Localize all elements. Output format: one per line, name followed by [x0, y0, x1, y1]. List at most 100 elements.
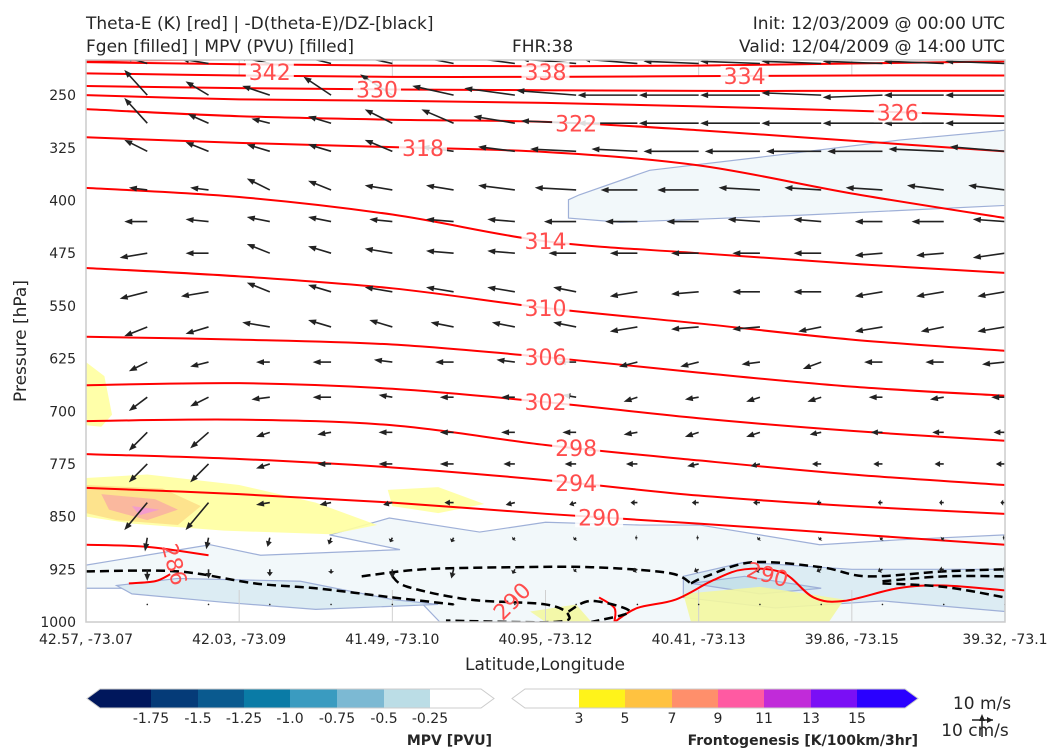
wind-vector — [185, 502, 210, 531]
init-time: Init: 12/03/2009 @ 00:00 UTC — [752, 14, 1005, 34]
wind-vector-head — [916, 292, 925, 299]
mpv-colorbar-outline — [86, 688, 495, 709]
wind-vector — [609, 250, 638, 257]
wind-vector-head — [128, 403, 138, 411]
wind-vector — [470, 60, 515, 65]
y-tick-label: 250 — [49, 88, 76, 104]
wind-vector-head — [822, 120, 831, 127]
wind-vector-head — [623, 396, 633, 403]
wind-vector-shaft — [859, 252, 883, 256]
wind-vector-head — [439, 460, 448, 467]
wind-vector — [761, 60, 822, 65]
wind-vector-head — [995, 460, 1002, 467]
wind-vector-head — [124, 330, 133, 337]
contour-label-background — [521, 392, 570, 413]
y-tick-label: 850 — [49, 510, 76, 526]
wind-vector-shaft — [954, 146, 1005, 153]
wind-vector — [877, 499, 883, 506]
wind-vector-shaft — [312, 116, 332, 124]
wind-vector-dot — [820, 603, 822, 606]
theta-e-contour-label: 318 — [402, 137, 444, 162]
wind-vector-shaft — [131, 463, 148, 480]
wind-vector — [696, 534, 699, 541]
contour-label-background — [575, 507, 624, 528]
wind-vector-shaft — [246, 322, 270, 328]
wind-vector-shaft — [920, 252, 944, 256]
mpv-colorbar-segment — [384, 689, 430, 708]
wind-vector — [968, 183, 1005, 191]
theta-e-contour — [86, 84, 1005, 92]
wind-vector-head — [389, 572, 396, 579]
wind-vector-head — [503, 460, 511, 467]
x-tick-label: 42.57, -73.07 — [39, 632, 133, 648]
mpv-colorbar-segment — [198, 689, 244, 708]
wind-vector-head — [185, 81, 194, 89]
wind-vector — [553, 285, 577, 293]
wind-vector — [635, 534, 638, 541]
wind-vector-shaft — [368, 110, 393, 124]
wind-vector-shaft — [596, 148, 638, 153]
wind-vector — [977, 326, 1005, 334]
wind-vector-head — [180, 292, 190, 299]
wind-vector-head — [945, 92, 954, 99]
wind-vector-head — [246, 178, 256, 185]
wind-vector-head — [929, 395, 939, 402]
wind-vector-head — [766, 148, 774, 155]
wind-vector — [916, 291, 944, 299]
wind-vector-head — [666, 218, 675, 225]
wind-vector — [190, 185, 209, 192]
plot-frame — [85, 59, 1006, 623]
wind-vector — [317, 430, 332, 437]
wind-vector-head — [204, 541, 211, 550]
wind-vector-shaft — [911, 185, 944, 191]
wind-vector — [949, 144, 1005, 153]
theta-e-contour-label: 290 — [578, 506, 620, 531]
wind-vector-head — [534, 185, 543, 192]
wind-vector-dot — [697, 603, 700, 606]
wind-vector — [491, 320, 516, 328]
wind-vector-head — [128, 442, 137, 451]
wind-vector-head — [187, 114, 197, 121]
wind-vector-head — [185, 250, 194, 257]
wind-vector-shaft — [430, 287, 454, 293]
fgen-colorbar-tick: 9 — [714, 711, 723, 727]
wind-vector-head — [816, 499, 820, 506]
wind-vector — [854, 291, 883, 299]
mpv-colorbar-segment — [87, 689, 151, 708]
wind-vector-head — [1002, 534, 1005, 541]
x-tick-label: 40.41, -73.13 — [652, 632, 746, 648]
wind-vector — [124, 97, 148, 124]
wind-vector-head — [190, 400, 199, 407]
wind-key-horizontal-label: 10 m/s — [953, 694, 1011, 714]
wind-vector-head — [932, 429, 940, 436]
wind-vector — [511, 568, 517, 574]
wind-vector-head — [732, 325, 741, 332]
wind-vector-head — [439, 429, 448, 436]
wind-vector-head — [426, 285, 435, 292]
wind-vector-head — [383, 500, 390, 507]
wind-vector-head — [487, 248, 496, 255]
wind-vector-head — [818, 536, 823, 541]
wind-vector — [883, 60, 944, 65]
wind-vector-head — [982, 360, 991, 367]
wind-vector-head — [741, 360, 750, 367]
wind-vector-head — [412, 84, 421, 91]
mpv-colorbar-tick: -1.0 — [276, 711, 303, 727]
wind-vector — [591, 146, 638, 153]
wind-vector-head — [408, 53, 416, 59]
wind-vector-head — [854, 218, 863, 225]
wind-vector-shaft — [539, 187, 577, 191]
wind-vector-head — [430, 320, 440, 327]
wind-vector-shaft — [614, 326, 638, 332]
wind-vector-head — [591, 146, 600, 153]
wind-vector-head — [761, 90, 770, 97]
wind-vector-shaft — [193, 431, 210, 446]
wind-vector — [246, 143, 271, 153]
x-tick-label: 41.49, -73.10 — [345, 632, 439, 648]
wind-vector-shaft — [675, 291, 699, 295]
wind-vector-head — [491, 320, 501, 327]
wind-vector-head — [185, 142, 195, 148]
wind-vector-head — [328, 571, 335, 574]
wind-vector — [761, 90, 822, 97]
wind-vector-head — [265, 540, 272, 547]
